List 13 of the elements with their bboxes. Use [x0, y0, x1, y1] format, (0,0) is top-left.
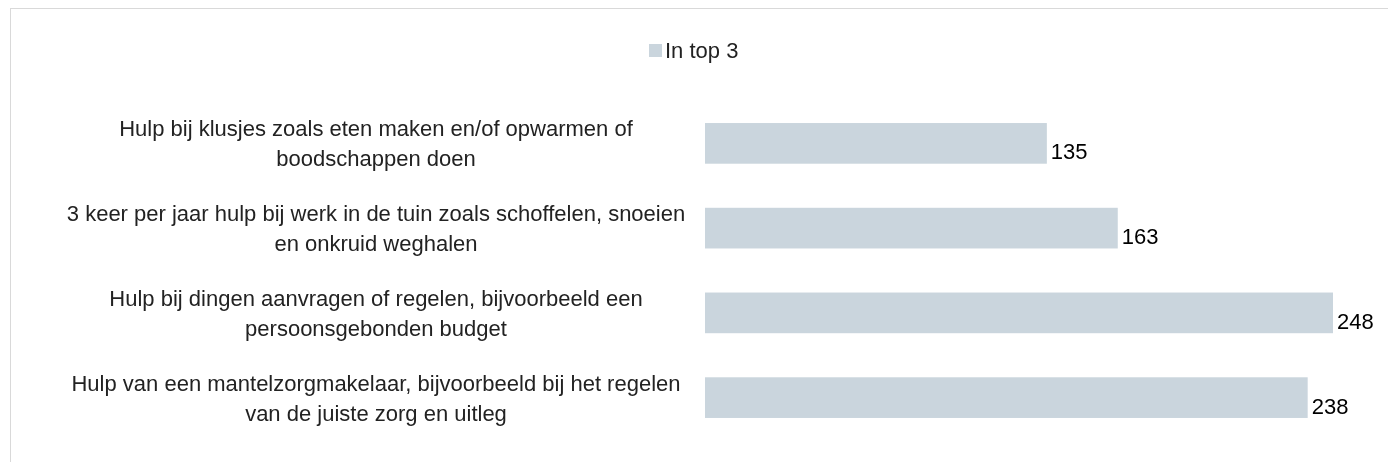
bar: [705, 207, 1118, 249]
data-label: 163: [1121, 224, 1159, 250]
y-tick-label: Hulp van een mantelzorgmakelaar, bijvoorbeeld bij het regelen van de juiste zorg en uitleg: [71, 370, 681, 426]
bar: [705, 123, 1047, 164]
y-tick-label: 3 keer per jaar hulp bij werk in de tuin zoals schoffelen, snoeien en onkruid weghalen: [66, 201, 686, 257]
legend-label: In top 3: [665, 38, 739, 63]
y-tick-label: Hulp bij dingen aanvragen of regelen, bijvoorbeeld een persoonsgebonden budget: [109, 285, 643, 341]
bar: [705, 292, 1333, 334]
y-tick-label: Hulp bij klusjes zoals eten maken en/of opwarmen of boodschappen doen: [119, 116, 634, 172]
data-label: 238: [1311, 393, 1349, 419]
data-label: 135: [1050, 139, 1088, 165]
data-label: 248: [1337, 308, 1374, 334]
bar: [705, 377, 1308, 418]
